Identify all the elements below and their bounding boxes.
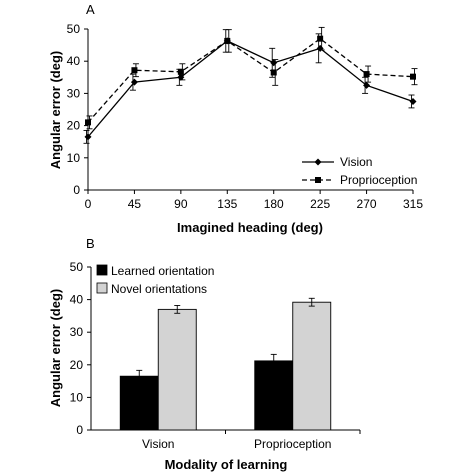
x-tick-label: 315: [403, 197, 423, 211]
point-proprioception: [131, 67, 138, 74]
legend-label-vision: Vision: [340, 155, 372, 169]
x-tick-label: 225: [310, 197, 330, 211]
bar-novel: [292, 301, 332, 431]
bar-novel: [157, 308, 197, 431]
point-proprioception: [410, 73, 416, 80]
bar-learned: [254, 360, 294, 431]
panel-a-legend: Vision Proprioception: [302, 155, 417, 187]
y-tick-label: 40: [70, 293, 84, 307]
error-bar: [174, 305, 181, 314]
panel-b-legend: Learned orientation Novel orientations: [96, 264, 214, 296]
panel-b-x-axis-title: Modality of learning: [165, 457, 288, 472]
y-tick-label: 0: [73, 183, 80, 197]
panel-b-label: B: [86, 236, 95, 251]
x-tick-label: 0: [85, 197, 92, 211]
y-tick-label: 20: [70, 358, 84, 372]
series-line-vision: [87, 40, 414, 138]
x-tick-label: 270: [357, 197, 377, 211]
point-proprioception: [363, 71, 370, 78]
x-tick-label: 45: [128, 197, 142, 211]
y-tick-label: 50: [70, 260, 84, 274]
series-line-proprioception: [87, 37, 414, 123]
error-bar: [308, 297, 315, 307]
y-tick-label: 50: [67, 22, 81, 36]
point-vision: [270, 59, 278, 67]
legend-swatch-novel: [96, 282, 108, 294]
error-bar: [136, 369, 143, 383]
point-vision: [84, 133, 92, 141]
y-tick-label: 0: [76, 423, 83, 437]
point-vision: [409, 97, 417, 105]
y-tick-label: 40: [67, 54, 81, 68]
x-category-label: Vision: [142, 437, 174, 451]
legend-label-learned: Learned orientation: [111, 264, 214, 278]
bar-learned: [119, 375, 159, 431]
y-tick-label: 10: [67, 151, 81, 165]
point-proprioception: [177, 68, 184, 75]
point-proprioception: [317, 35, 324, 42]
point-proprioception: [270, 69, 277, 76]
error-bar: [270, 353, 277, 368]
panel-a-y-axis-title: Angular error (deg): [48, 51, 63, 169]
legend-label-proprioception: Proprioception: [340, 173, 417, 187]
legend-label-novel: Novel orientations: [111, 282, 207, 296]
panel-a-label: A: [86, 2, 95, 17]
y-tick-label: 20: [67, 119, 81, 133]
y-tick-label: 10: [70, 390, 84, 404]
x-tick-label: 180: [264, 197, 284, 211]
y-tick-label: 30: [67, 86, 81, 100]
x-tick-label: 90: [174, 197, 188, 211]
legend-marker-proprioception: [315, 177, 321, 183]
point-proprioception: [85, 119, 91, 126]
point-proprioception: [224, 37, 231, 44]
panel-a: A 0 10 20 30 40 50 0 45 90 135 180 225 270 315 Imagi…: [48, 2, 423, 235]
legend-marker-vision: [314, 158, 322, 166]
point-vision: [363, 81, 371, 89]
x-category-label: Proprioception: [254, 437, 331, 451]
panel-b-y-axis-title: Angular error (deg): [48, 289, 63, 407]
x-tick-label: 135: [217, 197, 237, 211]
point-vision: [130, 78, 138, 86]
panel-a-x-axis-title: Imagined heading (deg): [177, 220, 323, 235]
y-tick-label: 30: [70, 325, 84, 339]
legend-swatch-learned: [96, 264, 108, 276]
panel-b: B 0 10 20 30 40 50 Vision Proprioception Learn…: [48, 236, 361, 472]
